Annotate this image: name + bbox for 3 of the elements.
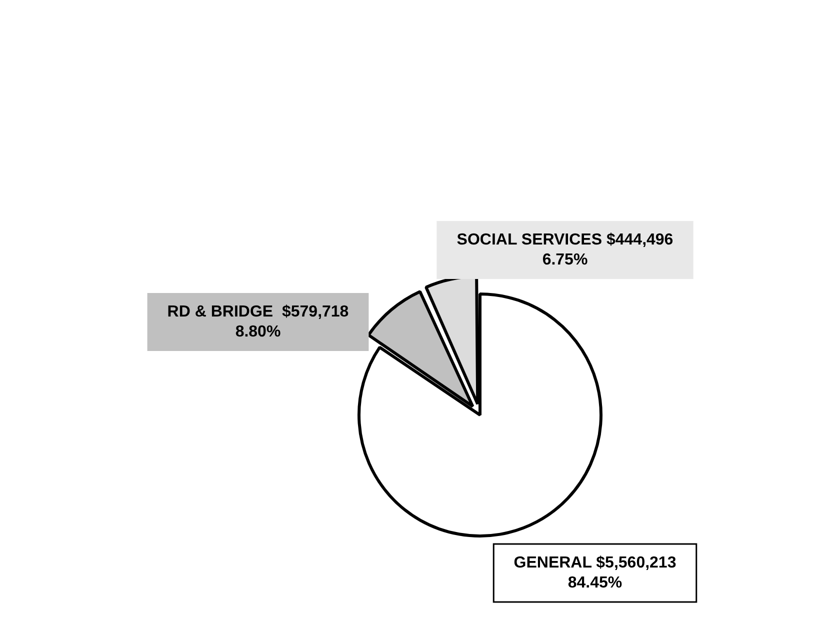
slice-label: GENERAL $5,560,213 84.45%: [514, 554, 676, 592]
slice-label: SOCIAL SERVICES $444,496 6.75%: [456, 231, 674, 268]
slice-label: RD & BRIDGE $579,718 8.80%: [167, 303, 349, 340]
